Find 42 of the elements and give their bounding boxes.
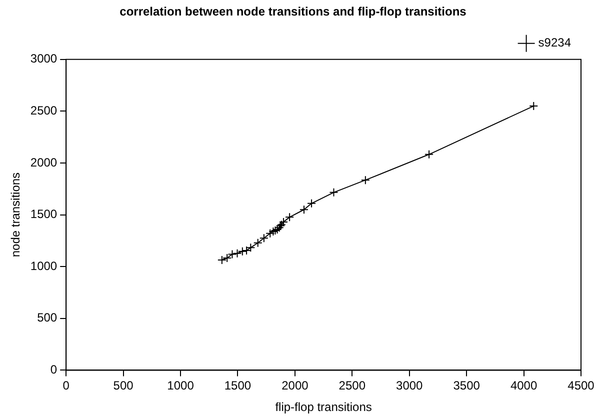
- y-tick-label: 500: [37, 310, 58, 325]
- point: [360, 176, 370, 185]
- y-tick-label: 0: [50, 362, 58, 377]
- point: [232, 248, 242, 258]
- point: [266, 228, 275, 238]
- y-tick-label: 1500: [30, 207, 58, 222]
- y-tick-label: 1000: [30, 258, 58, 273]
- point: [259, 234, 268, 243]
- x-axis-title: flip-flop transitions: [275, 400, 372, 414]
- point: [242, 246, 252, 255]
- x-tick-label: 2500: [338, 378, 366, 393]
- x-tick-label: 2000: [282, 378, 309, 393]
- point: [253, 238, 262, 248]
- point: [329, 188, 338, 197]
- point: [285, 212, 294, 222]
- x-tick-label: 4500: [568, 378, 595, 393]
- x-tick-label: 1000: [167, 378, 194, 393]
- point: [424, 150, 434, 159]
- point: [270, 226, 280, 235]
- point: [272, 225, 282, 234]
- chart-title: correlation between node transitions and flip-flop transitions: [120, 4, 467, 19]
- legend-label: s9234: [538, 36, 572, 50]
- y-tick-label: 2000: [30, 155, 58, 170]
- point: [274, 223, 284, 232]
- x-tick-label: 3500: [453, 378, 480, 393]
- x-tick-label: 0: [62, 378, 70, 393]
- x-tick-label: 1500: [224, 378, 252, 393]
- point: [307, 198, 316, 208]
- y-tick-label: 2500: [30, 104, 58, 118]
- point: [529, 102, 538, 111]
- point: [238, 246, 247, 256]
- point: [299, 205, 308, 214]
- point: [217, 255, 226, 264]
- y-tick-label: 3000: [30, 52, 58, 66]
- point: [228, 250, 237, 259]
- x-tick-label: 4000: [510, 378, 538, 393]
- y-axis-title: node transitions: [8, 172, 23, 258]
- point: [246, 243, 256, 252]
- x-tick-label: 500: [113, 378, 134, 393]
- point: [268, 226, 278, 236]
- x-tick-label: 3000: [396, 378, 424, 393]
- point: [279, 217, 288, 226]
